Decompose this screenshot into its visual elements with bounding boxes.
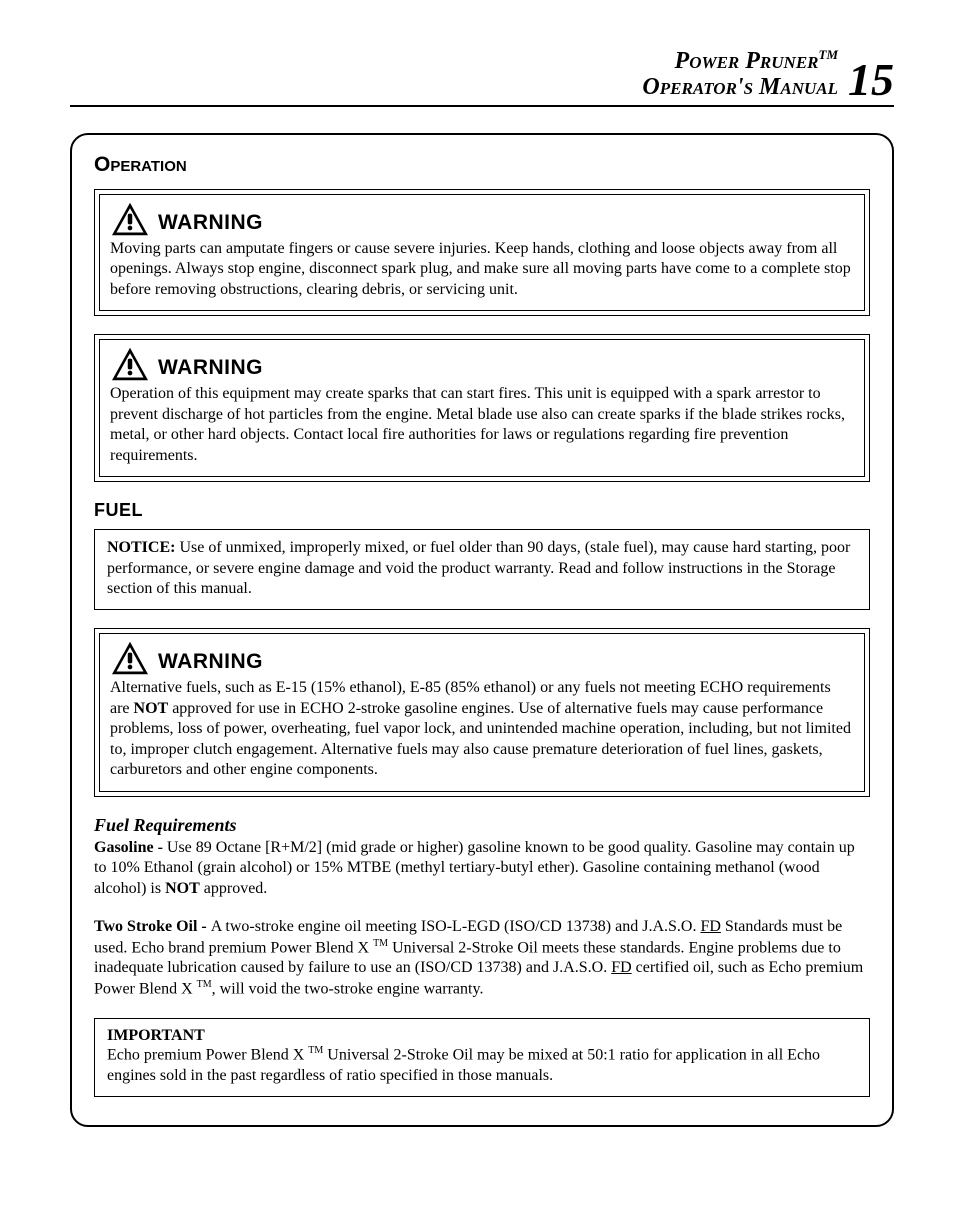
- oil-tm1: TM: [373, 938, 388, 949]
- gasoline-not: NOT: [165, 880, 200, 897]
- warning-1-header: WARNING: [110, 201, 854, 237]
- warning-3-label: WARNING: [158, 650, 263, 676]
- tm-mark: TM: [819, 47, 839, 62]
- warning-2-label: WARNING: [158, 356, 263, 382]
- notice-box: NOTICE: Use of unmixed, improperly mixed…: [94, 529, 870, 610]
- warning-icon: [110, 346, 150, 382]
- gasoline-label: Gasoline -: [94, 839, 167, 856]
- warning-2-header: WARNING: [110, 346, 854, 382]
- product-name-text: Power Pruner: [675, 48, 819, 74]
- warning-2-text: Operation of this equipment may create s…: [110, 384, 854, 466]
- warning-box-3: WARNING Alternative fuels, such as E-15 …: [94, 628, 870, 796]
- notice-label: NOTICE:: [107, 539, 175, 556]
- important-text: Echo premium Power Blend X TM Universal …: [107, 1045, 857, 1086]
- gasoline-b: approved.: [200, 880, 268, 897]
- fuel-requirements-title: Fuel Requirements: [94, 815, 870, 836]
- warning-box-1-inner: WARNING Moving parts can amputate finger…: [99, 194, 865, 311]
- warning-icon: [110, 201, 150, 237]
- oil-label: Two Stroke Oil -: [94, 918, 211, 935]
- warning-box-2: WARNING Operation of this equipment may …: [94, 334, 870, 482]
- warning-1-label: WARNING: [158, 211, 263, 237]
- warn3-not: NOT: [134, 700, 169, 717]
- notice-text: NOTICE: Use of unmixed, improperly mixed…: [107, 538, 857, 599]
- notice-body: Use of unmixed, improperly mixed, or fue…: [107, 539, 850, 597]
- warning-3-header: WARNING: [110, 640, 854, 676]
- page-header: Power PrunerTM Operator's Manual 15: [70, 48, 894, 107]
- oil-tm2: TM: [197, 979, 212, 990]
- warning-box-1: WARNING Moving parts can amputate finger…: [94, 189, 870, 316]
- fuel-heading: FUEL: [94, 500, 870, 521]
- important-tm: TM: [308, 1045, 323, 1056]
- content-frame: Operation WARNING Moving parts can amput…: [70, 133, 894, 1127]
- product-name: Power PrunerTM: [642, 48, 838, 74]
- oil-a: A two-stroke engine oil meeting ISO-L-EG…: [211, 918, 701, 935]
- oil-e: , will void the two-stroke engine warran…: [212, 980, 484, 997]
- page: Power PrunerTM Operator's Manual 15 Oper…: [0, 0, 954, 1187]
- warning-3-text: Alternative fuels, such as E-15 (15% eth…: [110, 678, 854, 780]
- oil-fd1: FD: [700, 918, 720, 935]
- important-a: Echo premium Power Blend X: [107, 1046, 308, 1063]
- warning-box-3-inner: WARNING Alternative fuels, such as E-15 …: [99, 633, 865, 791]
- page-number: 15: [848, 59, 894, 100]
- warn3-b: approved for use in ECHO 2-stroke gasoli…: [110, 700, 851, 778]
- gasoline-paragraph: Gasoline - Use 89 Octane [R+M/2] (mid gr…: [94, 838, 870, 899]
- warning-icon: [110, 640, 150, 676]
- oil-paragraph: Two Stroke Oil - A two-stroke engine oil…: [94, 917, 870, 1000]
- warning-box-2-inner: WARNING Operation of this equipment may …: [99, 339, 865, 477]
- oil-fd2: FD: [611, 959, 631, 976]
- important-label: IMPORTANT: [107, 1027, 857, 1045]
- warning-1-text: Moving parts can amputate fingers or cau…: [110, 239, 854, 300]
- important-box: IMPORTANT Echo premium Power Blend X TM …: [94, 1018, 870, 1097]
- operation-heading: Operation: [94, 153, 870, 177]
- header-titles: Power PrunerTM Operator's Manual: [642, 48, 838, 101]
- manual-title: Operator's Manual: [642, 74, 838, 100]
